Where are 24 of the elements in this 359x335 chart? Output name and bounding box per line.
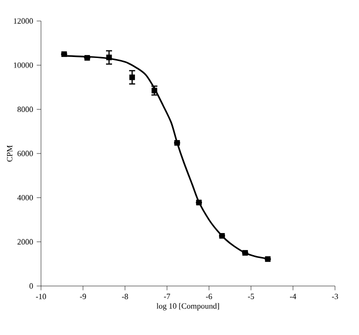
y-tick-label: 8000 [17,106,33,112]
x-tick-label: -5 [248,294,254,300]
y-tick-label: 4000 [17,194,33,200]
x-tick-label: -9 [80,294,86,300]
y-tick-label: 10000 [14,62,33,68]
x-tick-label: -10 [36,294,46,300]
x-tick-label: -8 [122,294,128,300]
x-tick-label: -7 [164,294,170,300]
y-tick-label: 6000 [18,150,33,156]
point [106,54,112,60]
point [174,140,180,146]
point [84,55,90,61]
y-axis-title: CPM [6,145,12,162]
point [129,74,135,80]
x-tick-label: -3 [332,294,338,300]
point [242,250,248,256]
x-tick-label: -6 [206,294,212,300]
y-tick-label: 12000 [14,18,33,24]
y-tick-label: 2000 [18,239,33,245]
y-tick-label: 0 [29,283,33,289]
x-axis-title: log 10 [Compound] [156,303,219,310]
point [152,88,158,94]
x-tick-label: -4 [290,294,296,300]
point [219,233,225,239]
